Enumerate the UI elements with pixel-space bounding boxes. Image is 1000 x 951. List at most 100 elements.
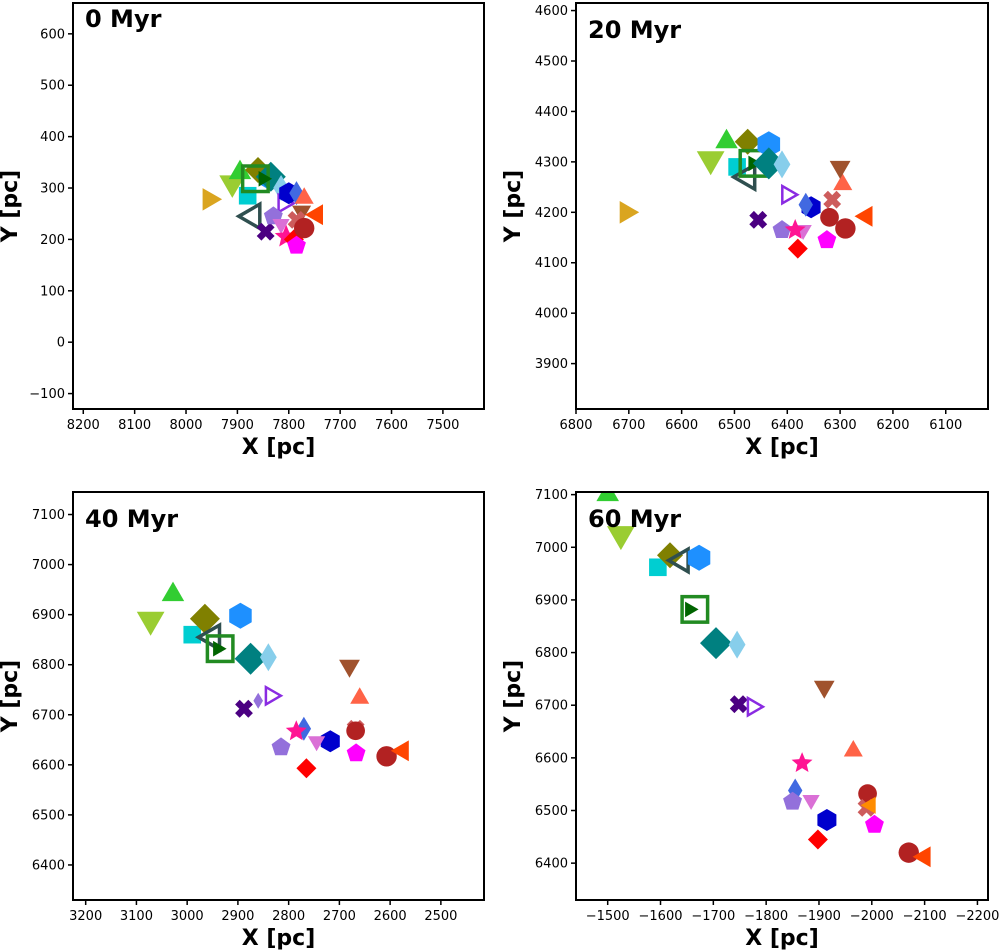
marker-square-open [680,594,710,624]
x-tick-label: 6700 [612,418,645,433]
x-tick-label: 2900 [221,909,254,924]
marker-diamond [700,627,732,660]
panel-60-myr: −1500 −1600 −1700 −1800 −1900 −2000 −2100 −2200… [501,488,999,951]
marker-tri-left [854,205,873,227]
marker-tri-up [843,740,863,757]
y-tick-label: 6600 [535,751,568,766]
marker-hexagon [817,809,837,831]
marker-tri-left [912,846,931,868]
y-tick-label: 6900 [535,593,568,608]
y-tick-label: 6600 [32,758,65,773]
x-tick-label: 6600 [665,418,698,433]
panel-20-myr: 6800 6700 6600 6500 6400 6300 6200 6100 3900 4000… [501,2,989,460]
panel-title: 40 Myr [85,505,178,533]
marker-circle [835,218,856,239]
marker-tri-down [219,175,246,198]
y-tick-label: 7000 [32,558,65,573]
y-tick-label: 4600 [535,4,568,19]
x-tick-label: 7500 [426,418,459,433]
x-tick-label: −1500 [586,909,630,924]
marker-tri-up [715,128,738,149]
marker-diamond [807,829,828,850]
axes-frame [72,491,485,901]
marker-square [649,558,667,577]
panel-title: 0 Myr [85,5,162,33]
x-axis-label: X [pc] [242,926,316,951]
y-tick-label: 7100 [535,488,568,503]
marker-tri-down [696,151,725,176]
marker-tri-down [829,160,851,179]
y-axis-label: Y [pc] [501,170,526,244]
y-tick-label: 600 [40,27,65,42]
marker-pentagon [783,791,802,810]
marker-thin-diamond [728,630,746,659]
x-tick-label: 3200 [69,909,102,924]
marker-tri-left-open [235,201,262,232]
marker-tri-down [307,736,326,752]
marker-tri-down [272,219,290,234]
y-tick-label: 6700 [32,708,65,723]
marker-tri-right [619,201,640,224]
axes-frame [575,2,989,410]
y-tick-label: 7000 [535,541,568,556]
panel-title: 20 Myr [588,16,681,44]
marker-diamond [787,238,808,259]
y-tick-label: 3900 [535,357,568,372]
marker-pentagon [287,235,306,254]
y-tick-label: 6700 [535,699,568,714]
y-tick-label: 6800 [535,646,568,661]
marker-tri-up [228,159,252,180]
markers [596,492,931,868]
marker-square-open [205,634,235,664]
y-tick-label: 4400 [535,105,568,120]
y-tick-label: 7100 [32,508,65,523]
x-axis-label: X [pc] [745,926,819,951]
x-tick-label: −1800 [744,909,788,924]
marker-tri-right [213,640,227,657]
x-tick-label: 7900 [221,418,254,433]
markers [136,581,409,779]
y-tick-label: 4500 [535,55,568,70]
markers [202,157,323,254]
marker-tri-right-open [746,695,766,718]
marker-thin-diamond [259,643,277,672]
marker-tri-down [339,659,360,678]
x-tick-label: 6200 [876,418,909,433]
marker-tri-left [860,796,876,814]
panel-0-myr: 8200 8100 8000 7900 7800 7700 7600 7500 −100 0 100… [0,2,485,460]
marker-tri-right-open [781,183,800,206]
y-axis-label: Y [pc] [0,170,23,244]
marker-star [285,720,307,741]
x-tick-label: 8100 [118,418,151,433]
y-axis-label: Y [pc] [0,660,23,734]
marker-tri-up [350,687,370,704]
marker-circle [346,721,365,741]
x-axis-label: X [pc] [745,435,819,460]
x-tick-label: 8200 [67,418,100,433]
marker-diamond [657,542,683,569]
marker-tri-left [305,204,323,226]
x-tick-label: 7700 [324,418,357,433]
marker-hexagon [687,544,711,571]
x-tick-label: −2000 [850,909,894,924]
marker-tri-up [596,492,619,502]
x-tick-label: 3000 [171,909,204,924]
x-tick-label: −2200 [955,909,999,924]
x-tick-label: 6400 [771,418,804,433]
y-axis-label: Y [pc] [501,660,526,734]
y-tick-label: 300 [40,182,65,197]
x-tick-label: 7600 [375,418,408,433]
marker-pentagon [865,814,884,833]
marker-tri-down [802,795,820,810]
marker-tri-up [161,581,185,602]
x-tick-label: 2800 [272,909,305,924]
marker-tri-right [685,601,699,618]
y-tick-label: 6400 [535,857,568,872]
y-tick-label: −100 [29,387,65,402]
panel-40-myr: 3200 3100 3000 2900 2800 2700 2600 2500 6400 6500… [0,491,485,951]
marker-tri-up [833,173,853,191]
marker-tri-right-open [264,684,284,707]
marker-pentagon [772,220,792,238]
marker-diamond [234,642,267,675]
marker-thin-diamond [773,150,791,179]
